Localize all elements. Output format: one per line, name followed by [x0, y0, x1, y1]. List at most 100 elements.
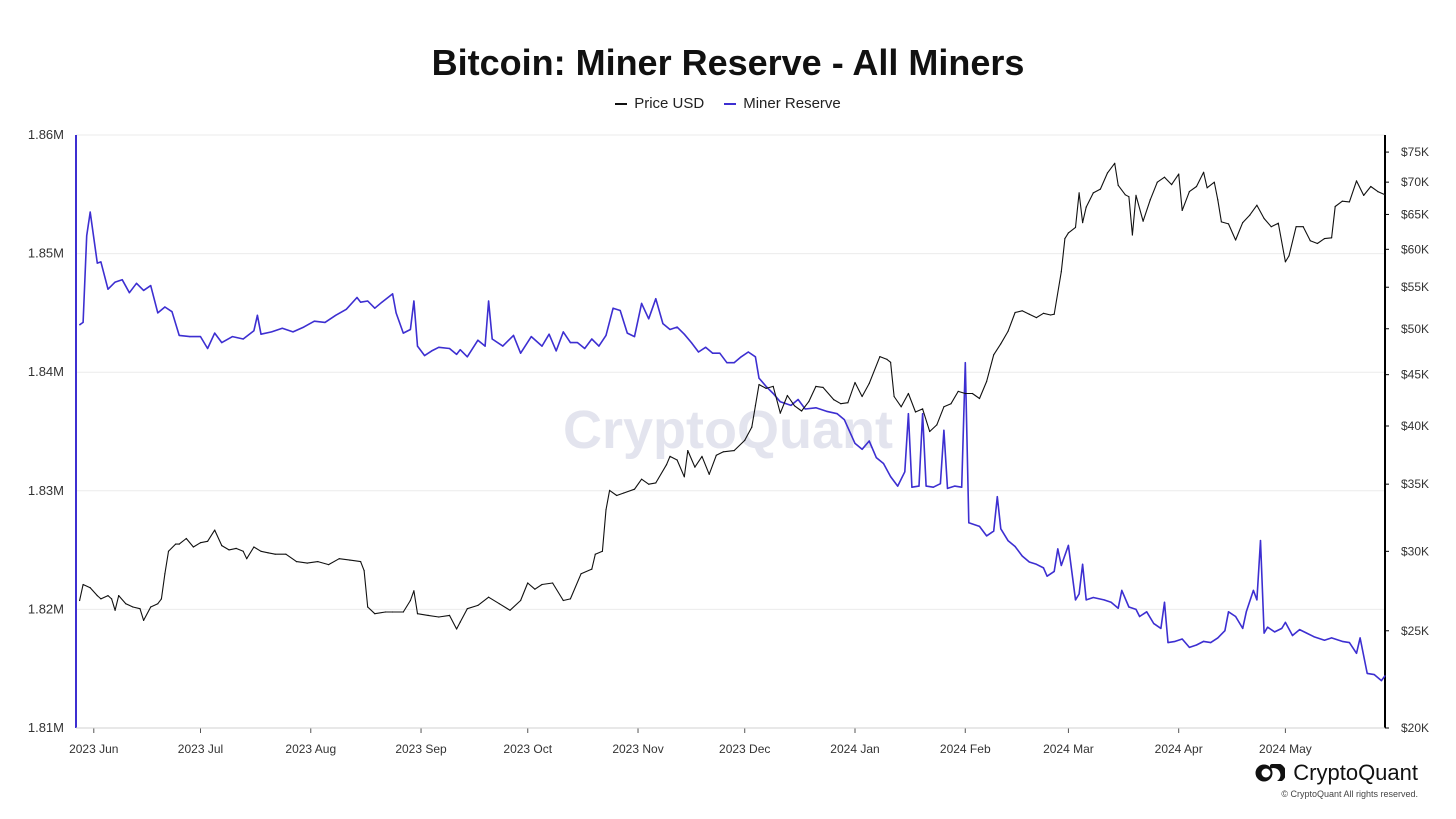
price-usd-point [207, 540, 209, 542]
price-usd-point [1042, 312, 1045, 314]
price-usd-point [143, 619, 145, 622]
price-usd-point [1331, 237, 1333, 239]
x-tick-label: 2023 Nov [612, 742, 663, 756]
miner-reserve-point [1291, 634, 1294, 637]
price-usd-point [1114, 162, 1116, 164]
price-usd-point [150, 606, 152, 608]
miner-reserve-point [1139, 615, 1141, 618]
price-usd-point [1203, 171, 1205, 173]
price-usd-point [363, 570, 365, 572]
chart-title: Bitcoin: Miner Reserve - All Miners [431, 42, 1025, 83]
price-usd-point [1206, 187, 1208, 189]
miner-reserve-point [1323, 639, 1326, 641]
price-usd-point [456, 628, 458, 630]
price-usd-point [765, 387, 767, 389]
miner-reserve-point [1331, 637, 1333, 639]
price-usd-point [890, 361, 892, 363]
miner-reserve-point [733, 362, 735, 364]
miner-reserve-point [1060, 564, 1062, 567]
miner-reserve-point [1306, 632, 1308, 634]
price-usd-point [285, 553, 287, 555]
miner-reserve-point [925, 485, 927, 487]
price-usd-point [100, 598, 102, 600]
miner-reserve-point [150, 285, 152, 287]
price-usd-point [157, 603, 159, 605]
miner-reserve-point [996, 496, 998, 498]
miner-reserve-point [1160, 627, 1162, 630]
price-usd-point [267, 552, 269, 554]
price-usd-point [367, 606, 369, 608]
price-usd-point [623, 492, 625, 494]
x-tick-label: 2023 Jul [178, 742, 223, 756]
price-usd-point [616, 494, 618, 497]
brand-name: CryptoQuant [1293, 760, 1418, 785]
miner-reserve-point [1042, 567, 1045, 569]
miner-reserve-point [986, 535, 988, 537]
price-usd-point [253, 546, 255, 548]
miner-reserve-point [978, 525, 981, 528]
miner-reserve-point [356, 296, 358, 299]
miner-reserve-point [676, 326, 678, 328]
miner-reserve-point [854, 442, 856, 444]
miner-reserve-point [875, 457, 877, 459]
miner-reserve-point [1188, 646, 1190, 649]
legend-item-reserve[interactable]: Miner Reserve [724, 95, 841, 112]
price-usd-point [1106, 172, 1109, 174]
miner-reserve-point [1359, 637, 1361, 639]
price-usd-point [509, 609, 511, 611]
price-usd-point [914, 411, 917, 413]
x-tick-label: 2024 Apr [1155, 742, 1203, 756]
price-usd-point [384, 611, 387, 613]
y-right-tick-label: $20K [1401, 721, 1429, 735]
miner-reserve-point [605, 334, 607, 336]
miner-reserve-point [82, 321, 84, 323]
miner-reserve-point [712, 352, 714, 354]
miner-reserve-point [993, 530, 995, 532]
price-usd-point [1295, 226, 1297, 228]
miner-reserve-point [904, 471, 906, 473]
price-usd-point [580, 573, 582, 575]
price-usd-point [1064, 238, 1066, 240]
price-usd-point [758, 383, 760, 386]
miner-reserve-point [1053, 570, 1055, 573]
miner-reserve-point [555, 350, 557, 352]
miner-reserve-point [779, 401, 781, 403]
miner-reserve-point [231, 336, 234, 338]
miner-reserve-point [907, 413, 910, 415]
price-usd-point [214, 529, 216, 531]
miner-reserve-point [114, 281, 116, 283]
miner-reserve-point [1035, 563, 1037, 565]
miner-reserve-point [1373, 674, 1375, 676]
miner-reserve-point [836, 413, 838, 415]
tick-labels: 1.81M 1.82M 1.83M 1.84M 1.85M 1.86M $20K $25K $3… [28, 127, 1429, 756]
miner-reserve-point [96, 262, 98, 264]
miner-reserve-point [89, 211, 91, 213]
price-usd-point [1213, 181, 1215, 183]
price-usd-point [801, 410, 803, 412]
price-usd-line [79, 162, 1386, 630]
miner-reserve-point [335, 314, 337, 316]
miner-reserve-point [374, 307, 376, 309]
price-usd-point [349, 559, 351, 561]
miner-reserve-point [100, 261, 102, 263]
price-usd-point [1277, 222, 1279, 224]
y-right-tick-label: $35K [1401, 477, 1429, 491]
miner-reserve-point [648, 318, 650, 320]
miner-reserve-point [1046, 575, 1048, 577]
y-left-tick-label: 1.82M [28, 601, 64, 616]
miner-reserve-point [1117, 607, 1119, 609]
miner-reserve-point [1028, 561, 1030, 563]
miner-reserve-point [1341, 640, 1343, 643]
miner-reserve-point [324, 321, 326, 323]
watermark-text: CryptoQuant [563, 400, 893, 460]
miner-reserve-point [1355, 652, 1358, 654]
price-usd-point [374, 613, 376, 615]
price-usd-point [89, 587, 91, 589]
grid-lines [76, 134, 1385, 729]
price-usd-point [1067, 232, 1069, 234]
legend-item-price[interactable]: Price USD [615, 95, 704, 112]
price-usd-point [1235, 239, 1237, 241]
price-usd-point [107, 595, 109, 597]
price-usd-point [907, 392, 910, 395]
miner-reserve-point [1299, 629, 1301, 631]
